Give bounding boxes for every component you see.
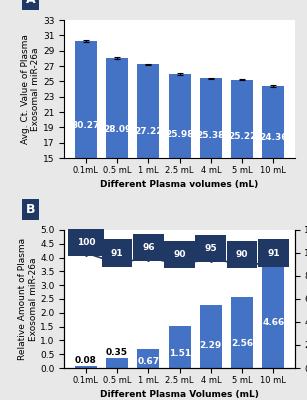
Text: 1.51: 1.51 [169,349,191,358]
Bar [169,326,191,368]
Bar [200,78,222,273]
Bar [169,74,191,273]
X-axis label: Different Plasma Volumes (mL): Different Plasma Volumes (mL) [100,390,259,399]
Bar [138,64,159,273]
X-axis label: Different Plasma volumes (mL): Different Plasma volumes (mL) [100,180,259,189]
Text: 90: 90 [173,250,186,259]
Bar [75,41,97,273]
Text: 25.22: 25.22 [228,132,256,141]
Text: 30.27: 30.27 [72,121,100,130]
Y-axis label: Relative Amount of Plasma
Exosomal miR-26a: Relative Amount of Plasma Exosomal miR-2… [18,238,37,360]
Bar [200,305,222,368]
Text: 96: 96 [142,243,155,252]
Bar [262,239,284,368]
Text: 25.38: 25.38 [197,131,225,140]
Text: 24.36: 24.36 [259,134,288,142]
Text: 28.09: 28.09 [103,126,131,134]
Text: B: B [25,203,35,216]
Text: 4.66: 4.66 [262,318,285,328]
Text: 25.98: 25.98 [165,130,194,139]
Text: 2.56: 2.56 [231,339,253,348]
Text: A: A [25,0,35,6]
Text: 27.22: 27.22 [134,127,163,136]
Bar [262,86,284,273]
Bar [231,297,253,368]
Text: 0.67: 0.67 [137,357,159,366]
Text: 95: 95 [204,244,217,253]
Text: 90: 90 [236,250,248,259]
Text: 91: 91 [111,248,123,258]
Bar [106,58,128,273]
Text: 2.29: 2.29 [200,341,222,350]
Bar [138,350,159,368]
Bar [75,366,97,368]
Y-axis label: Avg. Ct. Value of Plasma
Exosomal miR-26a: Avg. Ct. Value of Plasma Exosomal miR-26… [21,34,41,144]
Bar [231,80,253,273]
Text: 91: 91 [267,248,280,258]
Text: 100: 100 [77,238,95,247]
Text: 0.08: 0.08 [75,356,97,365]
Bar [106,358,128,368]
Text: 0.35: 0.35 [106,348,128,357]
